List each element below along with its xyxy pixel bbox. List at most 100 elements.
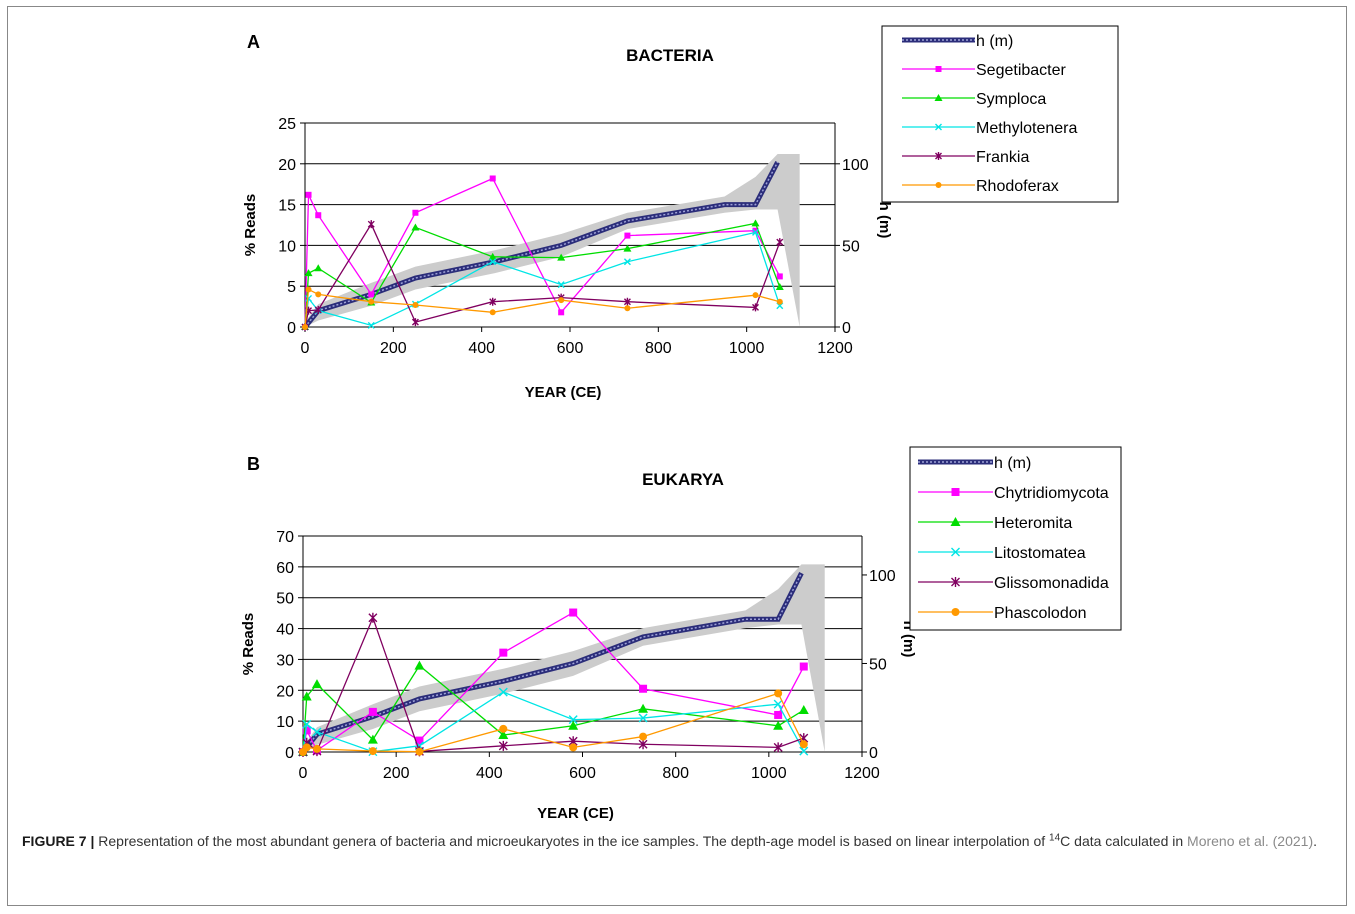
data-point (638, 713, 648, 723)
data-point (411, 223, 420, 231)
legend-entry: Frankia (902, 149, 1029, 166)
data-point (305, 294, 313, 302)
data-point (488, 252, 497, 260)
series-chytridiomycota (299, 608, 808, 756)
data-point (489, 297, 497, 306)
caption-superscript: 14 (1049, 832, 1061, 844)
data-point (301, 691, 312, 701)
data-point (499, 724, 508, 733)
data-point (305, 191, 312, 198)
x-tick-label: 1200 (844, 765, 880, 782)
legend-entry: Chytridiomycota (918, 485, 1109, 502)
legend-label: Glissomonadida (994, 575, 1109, 592)
data-point (623, 297, 631, 306)
y2-tick-label: 100 (869, 568, 896, 585)
data-point (558, 309, 565, 316)
y2-tick-label: 0 (869, 745, 878, 762)
legend-entry: Methylotenera (902, 120, 1077, 137)
legend-swatch-marker (951, 488, 960, 496)
x-tick-label: 0 (301, 340, 310, 357)
legend-label: Methylotenera (976, 120, 1077, 137)
data-point (638, 739, 648, 750)
caption-citation-link[interactable]: Moreno et al. (2021) (1187, 833, 1314, 849)
legend-box (881, 25, 1119, 203)
series-line (302, 611, 805, 753)
y-tick-label: 15 (278, 198, 296, 215)
y-tick-label: 20 (276, 683, 294, 700)
caption-text-1: Representation of the most abundant gene… (94, 833, 1050, 849)
figure-frame (7, 6, 1347, 906)
chart-legend: h (m) Chytridiomycota Heteromita Litostomat… (909, 446, 1122, 631)
x-tick-label: 1000 (751, 765, 787, 782)
legend-entry: Litostomatea (918, 545, 1086, 562)
series-rhodoferax (302, 286, 783, 330)
data-point (368, 612, 378, 623)
data-point (776, 273, 783, 280)
data-point (799, 662, 808, 671)
y2-axis-label: h (m) (876, 202, 893, 239)
x-tick-label: 0 (299, 765, 308, 782)
data-point (304, 269, 313, 277)
legend-swatch-marker (935, 152, 942, 160)
legend-swatch-marker (935, 123, 942, 131)
data-point (367, 734, 378, 744)
data-point (568, 720, 579, 730)
legend-entry: Heteromita (918, 515, 1072, 532)
caption-text-2: C data calculated in (1060, 833, 1188, 849)
data-point (751, 219, 760, 227)
x-tick-label: 400 (468, 340, 495, 357)
data-point (624, 305, 631, 312)
legend-swatch-marker (951, 547, 960, 557)
series-line (304, 288, 780, 328)
legend-entry: Phascolodon (918, 605, 1087, 622)
data-point (499, 648, 508, 657)
legend-label: Litostomatea (994, 545, 1086, 562)
legend-swatch-marker (951, 608, 960, 616)
data-point (558, 297, 565, 304)
x-tick-label: 400 (476, 765, 503, 782)
data-point (368, 291, 375, 298)
data-point (568, 715, 578, 725)
series-line (302, 692, 805, 753)
data-point (623, 244, 632, 252)
y2-tick-label: 100 (842, 157, 869, 174)
data-point (569, 608, 578, 617)
data-point (302, 719, 312, 729)
series-line (304, 231, 781, 328)
legend-entry: Symploca (902, 91, 1046, 108)
x-tick-label: 600 (569, 765, 596, 782)
data-point (367, 321, 375, 329)
legend-label: h (m) (976, 33, 1013, 50)
x-axis-label: YEAR (CE) (537, 805, 614, 822)
data-point (302, 324, 308, 330)
y-tick-label: 0 (285, 745, 294, 762)
data-point (489, 309, 496, 316)
legend-swatch-marker (935, 182, 942, 188)
data-point (311, 679, 322, 689)
data-point (775, 283, 784, 291)
y-axis-label: % Reads (240, 613, 257, 676)
series-line (304, 222, 781, 328)
legend-swatch-marker (950, 517, 961, 526)
data-point (412, 301, 419, 308)
x-tick-label: 1000 (729, 340, 765, 357)
legend-label: Rhodoferax (976, 178, 1059, 195)
panel-label: A (247, 32, 260, 52)
data-point (752, 303, 759, 312)
data-point (776, 238, 784, 247)
depth-series-line-pattern (302, 572, 803, 753)
legend-swatch-marker (935, 66, 942, 72)
legend-label: Segetibacter (976, 62, 1067, 79)
y-tick-label: 5 (287, 279, 296, 296)
data-point (314, 305, 322, 314)
y-tick-label: 10 (276, 714, 294, 731)
data-point (798, 705, 809, 715)
data-point (368, 747, 377, 756)
data-point (315, 291, 322, 298)
series-line (302, 615, 804, 753)
data-point (773, 742, 783, 753)
figure-caption: FIGURE 7 | Representation of the most ab… (22, 832, 1332, 851)
data-point (752, 292, 759, 299)
